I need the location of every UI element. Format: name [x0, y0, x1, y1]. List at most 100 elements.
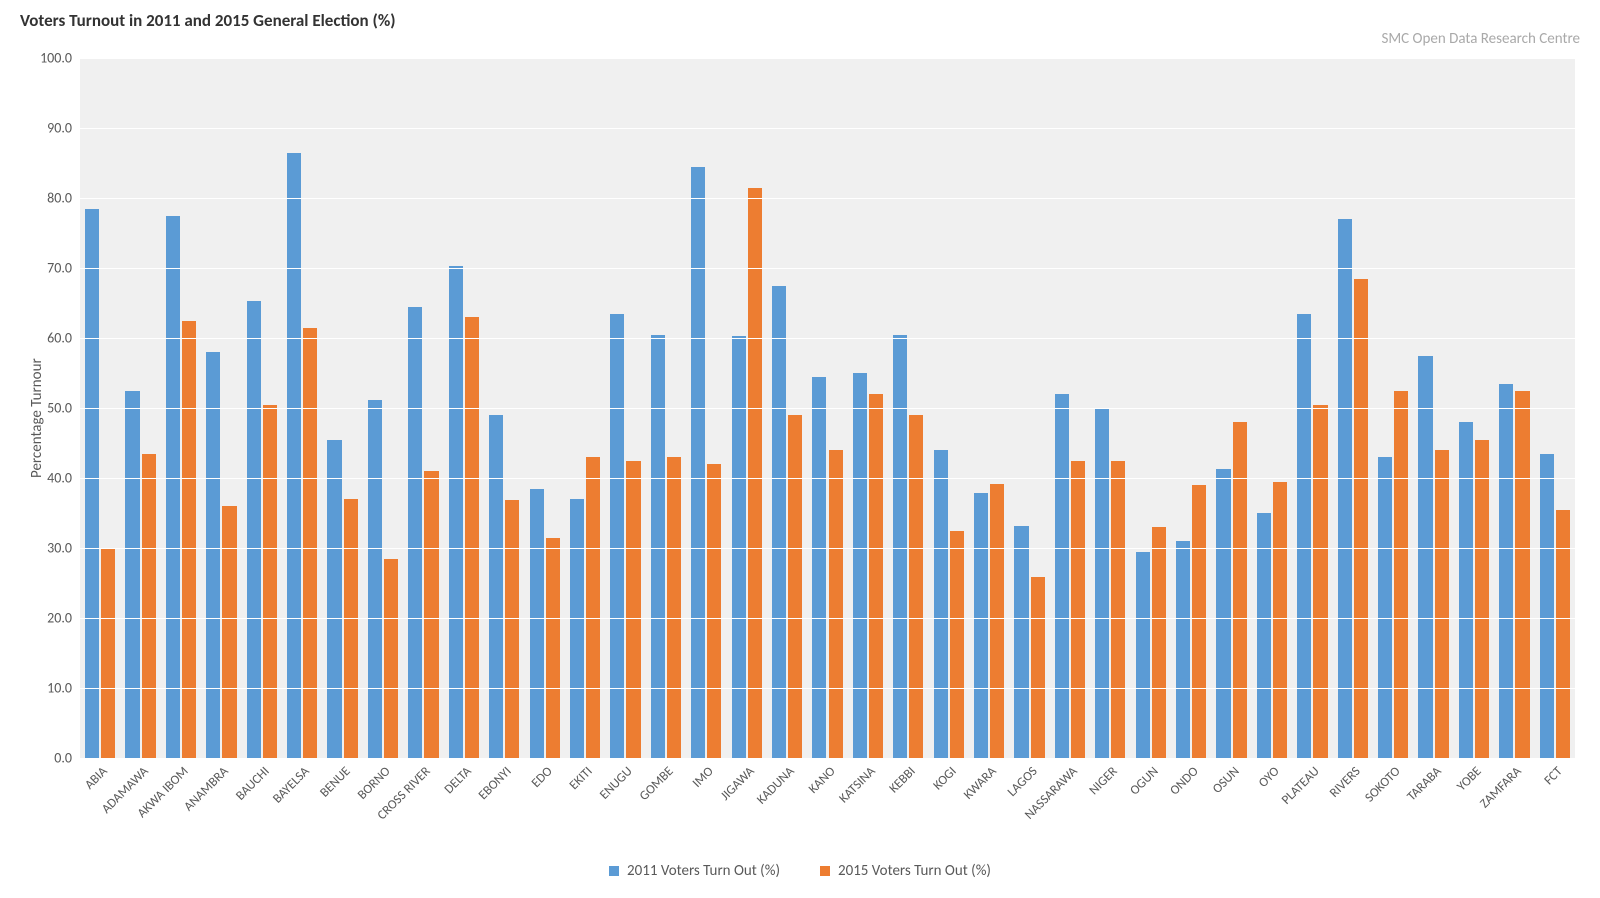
y-tick-label: 80.0: [47, 190, 80, 207]
chart-container: Voters Turnout in 2011 and 2015 General …: [0, 0, 1600, 898]
bar: [990, 484, 1004, 758]
gridline: [80, 58, 1575, 59]
bar: [368, 400, 382, 758]
gridline: [80, 198, 1575, 199]
gridline: [80, 408, 1575, 409]
bar: [788, 415, 802, 758]
y-tick-label: 90.0: [47, 120, 80, 137]
bar: [853, 373, 867, 758]
bar: [1313, 405, 1327, 759]
y-tick-label: 10.0: [47, 680, 80, 697]
gridline: [80, 268, 1575, 269]
bar: [1459, 422, 1473, 758]
gridline: [80, 548, 1575, 549]
bar: [222, 506, 236, 758]
bar: [570, 499, 584, 758]
bar: [530, 489, 544, 759]
bar: [950, 531, 964, 759]
y-tick-label: 100.0: [40, 50, 80, 67]
bar: [1515, 391, 1529, 759]
bar: [1192, 485, 1206, 758]
bar: [934, 450, 948, 758]
bar: [166, 216, 180, 759]
bar: [732, 336, 746, 758]
bar: [667, 457, 681, 758]
bar: [101, 548, 115, 758]
bar: [1095, 408, 1109, 758]
bar: [1556, 510, 1570, 759]
bar: [125, 391, 139, 759]
y-tick-label: 50.0: [47, 400, 80, 417]
bar: [1354, 279, 1368, 759]
bar: [408, 307, 422, 759]
bar: [449, 266, 463, 758]
bar: [812, 377, 826, 759]
bar: [1499, 384, 1513, 759]
bar: [1475, 440, 1489, 759]
bar: [586, 457, 600, 758]
y-tick-label: 40.0: [47, 470, 80, 487]
bar: [610, 314, 624, 759]
bar: [142, 454, 156, 759]
bar: [424, 471, 438, 758]
bar: [1176, 541, 1190, 758]
bar: [206, 352, 220, 758]
bar: [505, 500, 519, 758]
gridline: [80, 478, 1575, 479]
bar: [1297, 314, 1311, 759]
bar: [546, 538, 560, 759]
y-tick-label: 60.0: [47, 330, 80, 347]
bar: [651, 335, 665, 759]
gridline: [80, 688, 1575, 689]
chart-subtitle: SMC Open Data Research Centre: [1381, 30, 1580, 48]
bar: [263, 405, 277, 759]
bar: [1233, 422, 1247, 758]
bar: [893, 335, 907, 759]
bar: [85, 209, 99, 759]
bar: [1394, 391, 1408, 759]
bar: [344, 499, 358, 758]
bar: [1418, 356, 1432, 759]
bar: [1216, 469, 1230, 758]
bar: [384, 559, 398, 759]
bar: [1338, 219, 1352, 758]
y-axis-title: Percentage Turnour: [28, 358, 46, 478]
gridline: [80, 618, 1575, 619]
bar: [1378, 457, 1392, 758]
bar: [1540, 454, 1554, 759]
bar: [829, 450, 843, 758]
y-tick-label: 30.0: [47, 540, 80, 557]
gridline: [80, 128, 1575, 129]
bar: [489, 415, 503, 758]
bar: [1435, 450, 1449, 758]
bar: [1031, 577, 1045, 758]
y-tick-label: 70.0: [47, 260, 80, 277]
bar: [182, 321, 196, 759]
y-tick-label: 0.0: [54, 750, 80, 767]
bar: [303, 328, 317, 759]
bar: [1273, 482, 1287, 759]
bar: [1257, 513, 1271, 758]
bar: [1111, 461, 1125, 759]
plot-area: 0.010.020.030.040.050.060.070.080.090.01…: [80, 58, 1575, 758]
bar: [1014, 526, 1028, 758]
bar: [465, 317, 479, 758]
bar: [869, 394, 883, 758]
bar: [748, 188, 762, 759]
bar: [691, 167, 705, 759]
bar: [707, 464, 721, 758]
chart-title: Voters Turnout in 2011 and 2015 General …: [20, 10, 396, 31]
y-tick-label: 20.0: [47, 610, 80, 627]
gridline: [80, 338, 1575, 339]
bar: [1136, 552, 1150, 759]
bar: [1055, 394, 1069, 758]
gridline: [80, 758, 1575, 759]
bar: [327, 440, 341, 759]
bar: [626, 461, 640, 759]
bar: [1152, 527, 1166, 758]
bar: [1071, 461, 1085, 759]
bar: [287, 153, 301, 759]
bar: [974, 493, 988, 758]
bar: [909, 415, 923, 758]
bar: [247, 301, 261, 758]
